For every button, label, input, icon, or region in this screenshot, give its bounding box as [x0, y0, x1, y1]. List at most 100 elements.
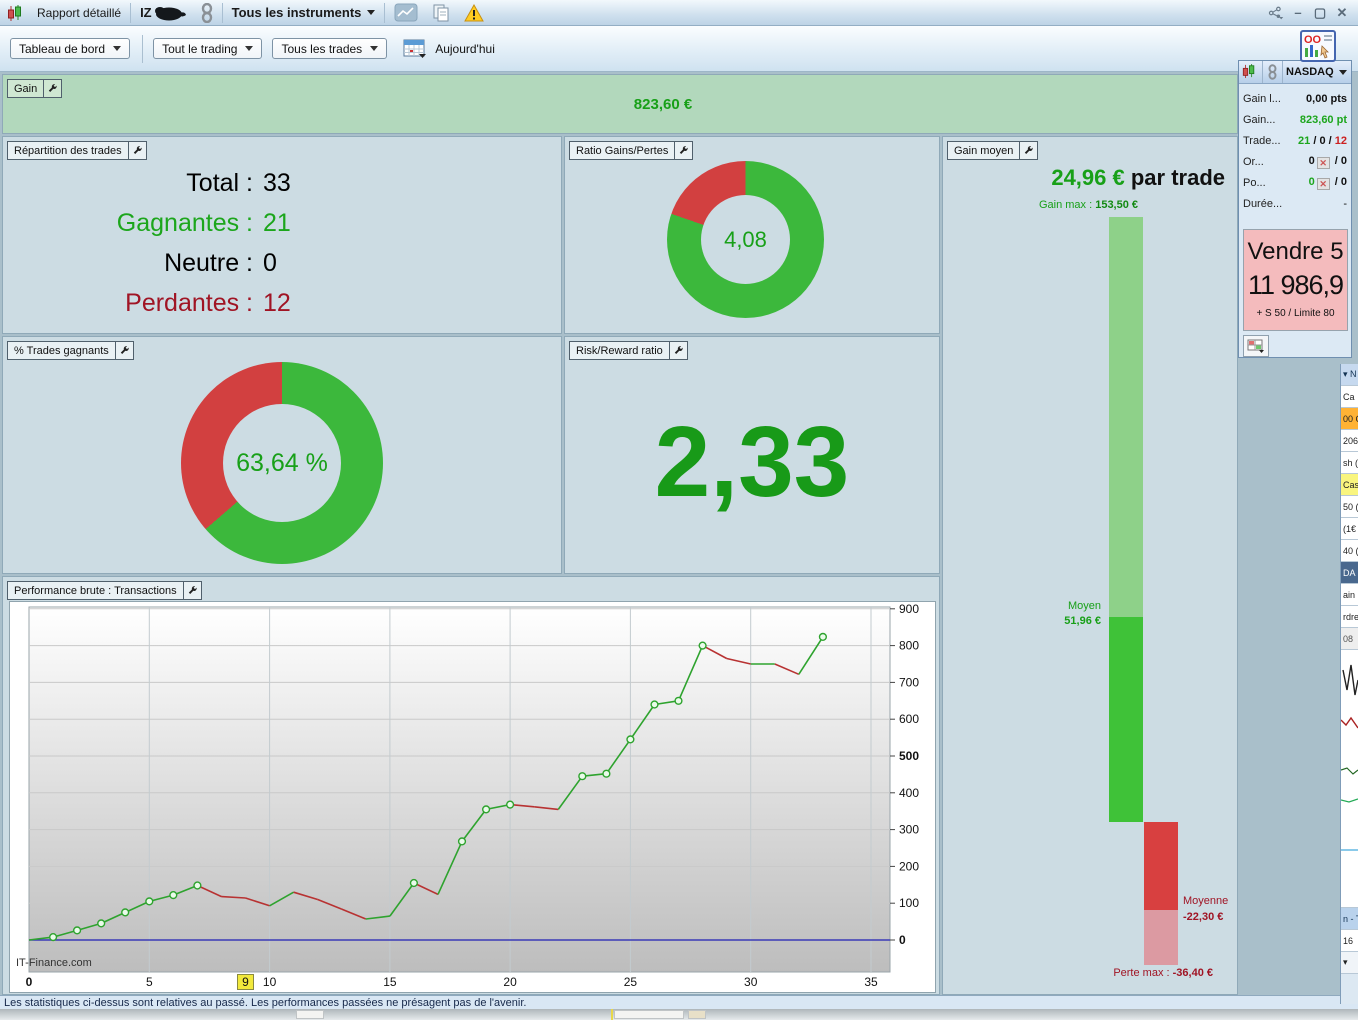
trades-scope-label: Tous les trades	[281, 41, 363, 56]
panel-performance-title: Performance brute : Transactions	[14, 584, 177, 597]
stat-row: Or... 0 ✕ / 0	[1243, 151, 1347, 172]
svg-text:400: 400	[899, 786, 919, 800]
order-price: 11 986,9	[1247, 270, 1344, 300]
divider	[221, 2, 223, 23]
wrench-icon[interactable]	[127, 142, 146, 159]
stat-label: Durée...	[1243, 197, 1283, 210]
wrench-icon[interactable]	[114, 342, 133, 359]
order-action-label: Vendre 5	[1247, 238, 1344, 265]
instruments-dropdown[interactable]: Tous les instruments	[225, 0, 383, 25]
stat-row: Durée... -	[1243, 193, 1347, 214]
order-grid-button[interactable]	[1243, 335, 1269, 357]
sliver-row: 50 (	[1341, 496, 1358, 518]
taskbar-item[interactable]	[614, 1010, 684, 1019]
sliver-row: 40 (	[1341, 540, 1358, 562]
detached-report-icon[interactable]: OO	[1300, 30, 1336, 62]
panel-ratio-gains-pertes: Ratio Gains/Pertes 4,08	[564, 136, 940, 334]
order-detail: + S 50 / Limite 80	[1256, 308, 1335, 319]
stat-row: Gain l... 0,00 pts	[1243, 88, 1347, 109]
stat-value: 0 ✕ / 0	[1308, 175, 1347, 190]
report-title: Rapport détaillé	[37, 5, 122, 20]
wrench-icon[interactable]	[674, 142, 693, 159]
svg-text:5: 5	[146, 975, 153, 989]
risk-reward-value: 2,33	[654, 405, 850, 518]
maximize-button[interactable]: ▢	[1313, 4, 1327, 20]
panel-ratio-header: Ratio Gains/Pertes	[569, 141, 694, 160]
gain-total-value: 823,60 €	[633, 95, 693, 113]
divider	[1262, 61, 1263, 83]
wrench-icon[interactable]	[43, 80, 62, 97]
taskbar-accent	[611, 1009, 613, 1020]
perte-max-caption: Perte max :	[1113, 967, 1170, 979]
link-chain-icon[interactable]	[1266, 64, 1279, 80]
instrument-name: NASDAQ	[1286, 66, 1334, 78]
stat-row: Trade... 21 / 0 / 12	[1243, 130, 1347, 151]
dashboard-dropdown[interactable]: Tableau de bord	[10, 38, 131, 59]
taskbar-item[interactable]	[688, 1010, 706, 1019]
stat-row: Po... 0 ✕ / 0	[1243, 172, 1347, 193]
stat-label: Trade...	[1243, 134, 1281, 147]
sliver-bottom-rows: n - T16▾	[1341, 908, 1358, 974]
wrench-icon[interactable]	[1019, 142, 1038, 159]
candlestick-icon	[0, 0, 30, 25]
win-rate-donut-chart: 63,64 %	[181, 362, 383, 564]
wrench-icon[interactable]	[182, 582, 201, 599]
svg-text:600: 600	[899, 712, 919, 726]
instrument-stats: Gain l... 0,00 pts Gain... 823,60 pt Trade..…	[1239, 84, 1351, 214]
panel-pct-gagnants: % Trades gagnants 63,64 %	[2, 336, 562, 574]
trades-scope-dropdown[interactable]: Tous les trades	[272, 38, 388, 59]
sliver-row: DA	[1341, 562, 1358, 584]
stat-value: 0 ✕ / 0	[1308, 154, 1347, 169]
sliver-row: 00 C	[1341, 408, 1358, 430]
panel-performance-header: Performance brute : Transactions	[7, 581, 202, 600]
sell-order-button[interactable]: Vendre 5 11 986,9 + S 50 / Limite 80	[1243, 229, 1348, 331]
cancel-x-button[interactable]: ✕	[1316, 177, 1330, 190]
svg-text:900: 900	[899, 602, 919, 616]
popup-chart-icon[interactable]	[387, 0, 425, 25]
candlestick-icon	[1239, 63, 1259, 82]
window-controls: – ▢ ✕	[1268, 5, 1358, 21]
minimize-button[interactable]: –	[1294, 5, 1302, 20]
panel-performance: Performance brute : Transactions 0 100 200…	[2, 576, 940, 995]
panel-gain: Gain 823,60 €	[2, 74, 1238, 134]
loss-average-bar	[1144, 822, 1178, 910]
panel-pct-title: % Trades gagnants	[14, 344, 109, 357]
warning-icon[interactable]	[457, 0, 491, 25]
gain-max-label: Gain max : 153,50 €	[996, 199, 1181, 211]
sliver-mini-chart	[1341, 650, 1358, 908]
svg-text:300: 300	[899, 823, 919, 837]
logo-text: IZ	[140, 5, 152, 20]
wrench-icon[interactable]	[668, 342, 687, 359]
stat-value: 21 / 0 / 12	[1298, 134, 1347, 147]
title-bar: Rapport détaillé IZ Tous les instruments	[0, 0, 1358, 26]
panel-ratio-title: Ratio Gains/Pertes	[576, 144, 669, 157]
divider	[142, 34, 144, 63]
instruments-dropdown-label: Tous les instruments	[231, 5, 362, 20]
close-button[interactable]: ✕	[1336, 4, 1348, 20]
trading-scope-dropdown[interactable]: Tout le trading	[153, 38, 263, 59]
link-chain-icon[interactable]	[194, 0, 220, 25]
trade-breakdown-row: Gagnantes :21	[116, 209, 291, 237]
panel-gain-title: Gain	[14, 82, 38, 95]
calendar-icon[interactable]	[403, 38, 427, 59]
instrument-dropdown[interactable]: NASDAQ	[1286, 66, 1347, 78]
share-icon[interactable]	[1268, 5, 1284, 21]
svg-text:IT-Finance.com: IT-Finance.com	[16, 957, 92, 969]
perte-max-value: -36,40 €	[1172, 967, 1213, 979]
taskbar-item[interactable]	[296, 1010, 324, 1019]
dashboard-dropdown-label: Tableau de bord	[19, 41, 106, 56]
panel-risk-reward: Risk/Reward ratio 2,33	[564, 336, 940, 574]
divider	[1282, 61, 1283, 83]
gain-max-bar	[1109, 217, 1143, 618]
copy-icon[interactable]	[425, 0, 457, 25]
cancel-x-button[interactable]: ✕	[1316, 156, 1330, 169]
stat-value: -	[1343, 197, 1347, 210]
equity-curve-chart[interactable]: 0 100 200 300 400 500 600 700 800 900 0 5 10 15 20 25 30…	[9, 601, 936, 993]
stat-value: 823,60 pt	[1299, 113, 1347, 126]
average-gain-suffix: par trade	[1124, 165, 1225, 190]
moyen-label: Moyen 51,96 €	[1064, 599, 1101, 629]
sliver-row: n - T	[1341, 908, 1358, 930]
svg-text:100: 100	[899, 896, 919, 910]
